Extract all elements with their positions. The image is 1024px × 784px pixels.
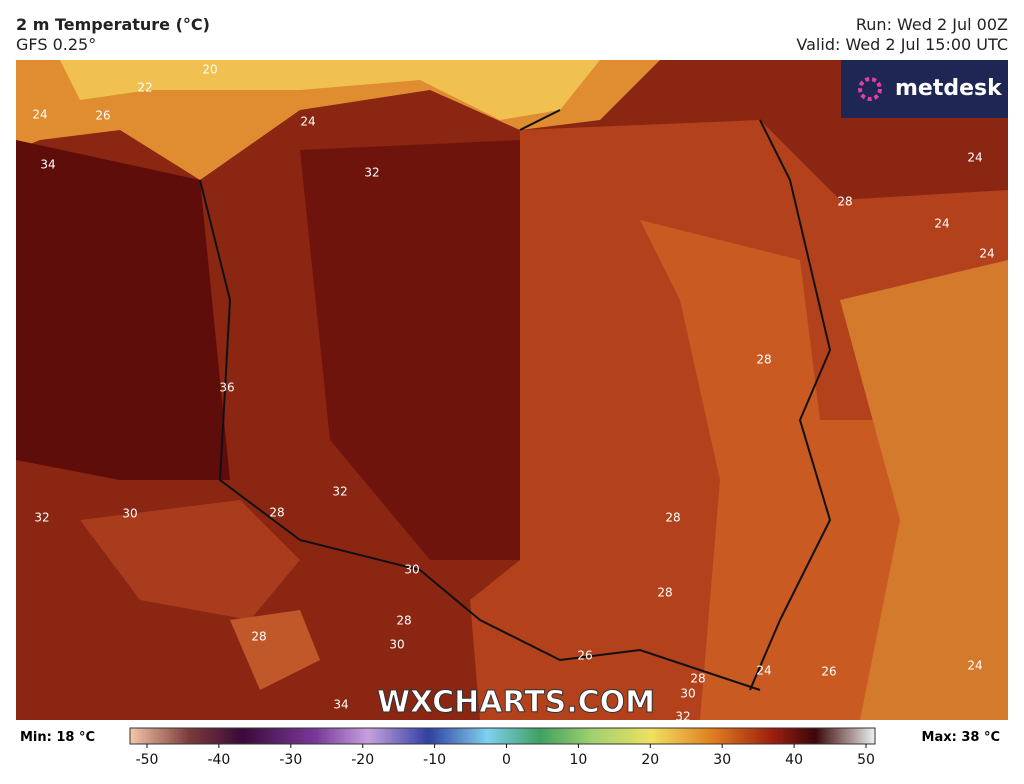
tick-label: -50	[136, 752, 159, 768]
contour-label: 28	[251, 630, 266, 644]
contour-label: 26	[821, 665, 836, 679]
max-label: Max: 38 °C	[922, 730, 1000, 745]
contour-label: 24	[32, 108, 47, 122]
contour-label: 28	[396, 614, 411, 628]
tick-label: -40	[207, 752, 230, 768]
tick-label: 40	[785, 752, 803, 768]
contour-label: 22	[137, 81, 152, 95]
valid: Valid: Wed 2 Jul 15:00 UTC	[796, 35, 1008, 54]
tick-label: 0	[502, 752, 511, 768]
contour-label: 24	[934, 217, 949, 231]
subtitle: GFS 0.25°	[16, 35, 96, 54]
contour-label: 24	[300, 115, 315, 129]
contour-label: 24	[967, 151, 982, 165]
contour-label: 28	[657, 586, 672, 600]
contour-label: 36	[219, 381, 234, 395]
contour-label: 28	[837, 195, 852, 209]
contour-label: 28	[665, 511, 680, 525]
map: metdesk WXCHARTS.COM	[16, 60, 1008, 721]
contour-label: 20	[202, 63, 217, 77]
colorbar-ticks: -50 -40 -30 -20 -10 0 10 20 30 40 50	[136, 744, 875, 768]
tick-label: 50	[857, 752, 875, 768]
contour-label: 30	[404, 563, 419, 577]
colorbar	[129, 727, 876, 745]
contour-label: 26	[95, 109, 110, 123]
tick-label: -20	[351, 752, 374, 768]
contour-label: 32	[675, 710, 690, 724]
contour-label: 26	[577, 649, 592, 663]
contour-label: 32	[364, 166, 379, 180]
title: 2 m Temperature (°C)	[16, 15, 210, 34]
contour-label: 34	[40, 158, 55, 172]
tick-label: 30	[713, 752, 731, 768]
watermark: WXCHARTS.COM	[377, 685, 655, 720]
contour-label: 24	[756, 664, 771, 678]
contour-label: 28	[269, 506, 284, 520]
contour-label: 24	[979, 247, 994, 261]
min-label: Min: 18 °C	[20, 730, 95, 745]
contour-label: 24	[967, 659, 982, 673]
contour-label: 30	[122, 507, 137, 521]
tick-label: -10	[423, 752, 446, 768]
logo: metdesk	[895, 76, 1003, 101]
contour-label: 28	[690, 672, 705, 686]
tick-label: -30	[279, 752, 302, 768]
contour-label: 30	[680, 687, 695, 701]
contour-label: 28	[756, 353, 771, 367]
tick-label: 10	[569, 752, 587, 768]
tick-label: 20	[641, 752, 659, 768]
contour-label: 30	[389, 638, 404, 652]
contour-label: 32	[332, 485, 347, 499]
contour-label: 34	[333, 698, 348, 712]
run: Run: Wed 2 Jul 00Z	[856, 15, 1008, 34]
contour-label: 32	[34, 511, 49, 525]
